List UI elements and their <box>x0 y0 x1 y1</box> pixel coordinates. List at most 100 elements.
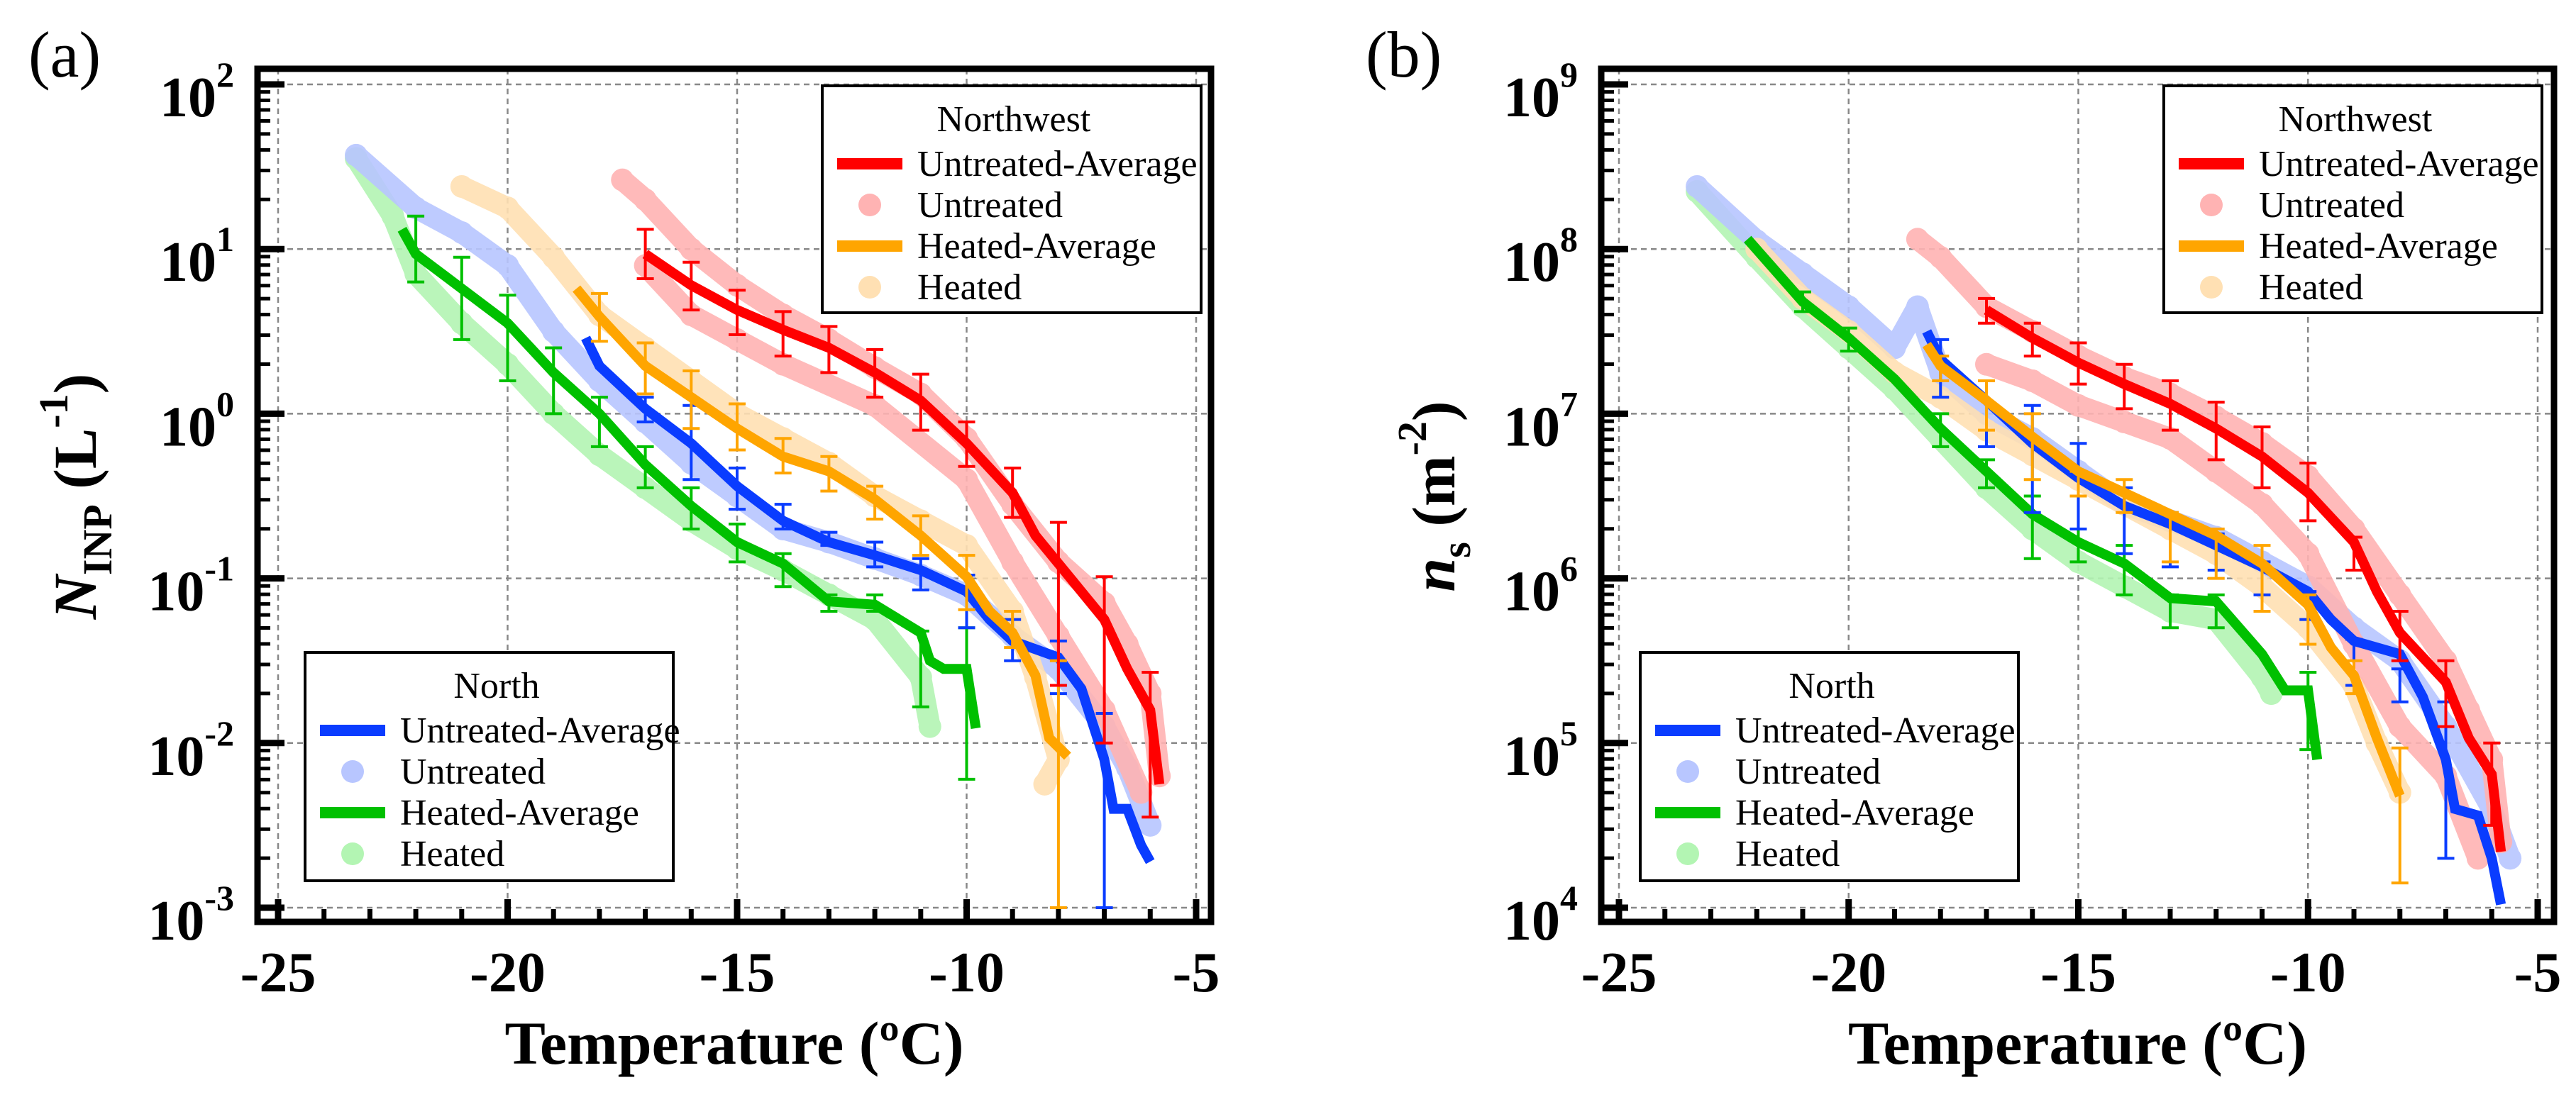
legend-point-swatch <box>341 842 364 865</box>
average-line <box>642 250 1165 785</box>
y-tick-label: 107 <box>1503 384 1578 458</box>
scatter-point <box>2113 411 2136 434</box>
average-line <box>1744 235 2323 760</box>
y-title-unit: (L <box>41 428 109 505</box>
scatter-point <box>1837 295 1860 318</box>
y-tick-base: 10 <box>1503 396 1560 458</box>
y-title-close: ) <box>41 374 109 394</box>
legend-entry-label: Heated <box>2259 267 2363 308</box>
legend-entry-label: Heated <box>1735 834 1840 874</box>
scatter-point <box>450 174 473 198</box>
legend-entry-label: Untreated <box>1735 752 1881 792</box>
scatter-point <box>1001 550 1024 574</box>
average-series <box>1978 296 2506 852</box>
legend-northwest: NorthwestUntreated-AverageUntreatedHeate… <box>821 84 1203 314</box>
scatter-point <box>2499 847 2522 870</box>
scatter-point <box>863 394 887 417</box>
average-series <box>397 214 981 781</box>
y-axis-title: ns (m-2) <box>1389 401 1479 591</box>
legend-box <box>2162 84 2543 314</box>
y-title-symbol: n <box>1400 558 1468 592</box>
legend-entry-label: Untreated-Average <box>2259 144 2539 184</box>
legend-title: North <box>1789 666 1874 706</box>
x-tick-label: -5 <box>1173 942 1220 1004</box>
scatter-point <box>1129 781 1153 804</box>
legend-entry-label: Heated-Average <box>2259 226 2498 267</box>
y-tick-label: 102 <box>160 55 234 129</box>
panel-a: (a)-25 -20 -15 -10 -510210110010-110-210-3Te… <box>28 18 1220 1077</box>
legend-north: North Untreated-AverageUntreatedHeated-Av… <box>304 651 680 882</box>
average-series <box>1922 342 2409 885</box>
scatter-point <box>1906 228 1929 251</box>
scatter-point <box>2466 847 2489 870</box>
y-tick-base: 10 <box>148 890 204 952</box>
plot-frame <box>254 65 1215 925</box>
y-tick-base: 10 <box>1503 67 1560 129</box>
legend-entry-label: Untreated-Average <box>400 711 680 751</box>
legend-title: Northwest <box>2279 99 2433 140</box>
y-tick-label: 101 <box>160 219 234 294</box>
y-tick-exponent: 0 <box>216 384 234 423</box>
y-tick-exponent: 2 <box>216 55 234 94</box>
scatter-point <box>2159 427 2182 450</box>
scatter-point <box>2296 542 2320 565</box>
scatter-point <box>1139 813 1162 837</box>
legend-entry-label: Heated-Average <box>917 226 1156 267</box>
panel-label: (b) <box>1366 18 1442 91</box>
y-tick-label: 105 <box>1503 713 1578 788</box>
scatter-band <box>634 255 1152 803</box>
legend-point-swatch <box>858 276 881 299</box>
x-tick-label: -25 <box>241 942 316 1004</box>
scatter-point <box>496 254 519 277</box>
scatter-point <box>2067 394 2090 417</box>
average-line <box>1984 306 2506 852</box>
plot-frame <box>1598 65 2558 925</box>
y-tick-base: 10 <box>1503 890 1560 952</box>
y-tick-base: 10 <box>160 396 216 458</box>
panel-label: (a) <box>28 18 101 91</box>
scatter-point <box>1906 295 1929 318</box>
y-tick-exponent: 7 <box>1560 384 1578 423</box>
legend-entry-label: Untreated <box>917 185 1063 226</box>
legend-north: North Untreated-AverageUntreatedHeated-Av… <box>1639 651 2020 882</box>
y-tick-exponent: -1 <box>204 549 234 589</box>
y-tick-label: 109 <box>1503 55 1578 129</box>
y-title-close: ) <box>1400 401 1468 421</box>
scatter-point <box>1975 352 1998 376</box>
y-tick-base: 10 <box>1503 231 1560 294</box>
legend-point-swatch <box>1676 842 1699 865</box>
scatter-point <box>1033 772 1056 796</box>
y-tick-exponent: 9 <box>1560 55 1578 94</box>
x-tick-label: -5 <box>2514 942 2562 1004</box>
scatter-point <box>1686 174 1709 198</box>
y-tick-exponent: 8 <box>1560 219 1578 259</box>
legend-box <box>821 84 1203 314</box>
scatter-point <box>587 443 611 467</box>
scatter-point <box>344 143 367 167</box>
y-tick-exponent: -2 <box>204 713 234 753</box>
y-tick-label: 106 <box>1503 549 1578 623</box>
x-axis-title: Temperature (ºC) <box>505 1009 964 1077</box>
y-tick-base: 10 <box>148 561 204 623</box>
scatter-point <box>542 320 565 343</box>
average-series <box>636 228 1165 819</box>
y-axis-title: NINP (L-1) <box>31 374 121 620</box>
legend-entry-label: Untreated-Average <box>917 144 1198 184</box>
legend-box <box>304 651 675 882</box>
scatter-point <box>1929 245 1952 269</box>
plot-data <box>1686 174 2522 906</box>
average-line <box>1922 342 2405 798</box>
legend-point-swatch <box>2200 276 2223 299</box>
y-title-unit: (m <box>1400 455 1468 542</box>
y-tick-label: 10-3 <box>148 878 234 952</box>
scatter-point <box>381 204 404 228</box>
x-tick-label: -20 <box>1811 942 1886 1004</box>
x-tick-label: -20 <box>470 942 546 1004</box>
average-line <box>573 285 1071 760</box>
legend-point-swatch <box>1676 760 1699 783</box>
x-tick-label: -15 <box>700 942 775 1004</box>
legend-entry-label: Untreated <box>400 752 546 792</box>
legend-title: North <box>453 666 539 706</box>
scatter-point <box>918 715 941 738</box>
